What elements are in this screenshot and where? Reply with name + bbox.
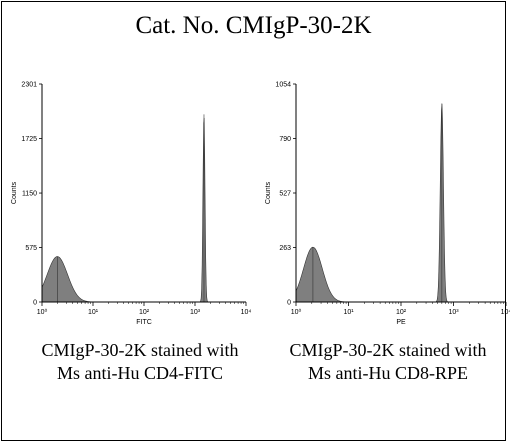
- fitc-ytick-label-2: 1150: [22, 191, 37, 198]
- fitc-xtick-label-4: 10⁴: [241, 309, 252, 316]
- fitc-xtick-label-1: 10¹: [88, 309, 99, 316]
- fitc-ytick-label-4: 2301: [21, 82, 37, 89]
- pe-ytick-label-3: 790: [279, 136, 291, 143]
- fitc-xtick-label-3: 10³: [190, 309, 201, 316]
- pe-xtick-label-4: 10⁴: [501, 309, 510, 316]
- pe-ytick-label-0: 0: [287, 300, 291, 307]
- pe-x-axis-label: PE: [396, 319, 406, 326]
- fitc-xtick-label-2: 10²: [139, 309, 150, 316]
- pe-xtick-label-2: 10²: [396, 309, 407, 316]
- figure-title: Cat. No. CMIgP-30-2K: [135, 12, 372, 39]
- caption-pe-line2: Ms anti-Hu CD8-RPE: [307, 363, 468, 383]
- fitc-y-axis-label: Counts: [11, 181, 18, 204]
- caption-fitc: CMIgP-30-2K stained with Ms anti-Hu CD4-…: [20, 339, 260, 385]
- caption-fitc-line2: Ms anti-Hu CD4-FITC: [57, 363, 223, 383]
- fitc-ytick-label-3: 1725: [21, 136, 37, 143]
- fitc-ytick-label-0: 0: [33, 300, 37, 307]
- fitc-ytick-label-1: 575: [25, 245, 37, 252]
- pe-histogram-area: [295, 103, 506, 303]
- caption-pe: CMIgP-30-2K stained with Ms anti-Hu CD8-…: [268, 339, 508, 385]
- pe-ytick-label-2: 527: [279, 191, 291, 198]
- pe-ytick-label-1: 263: [279, 245, 291, 252]
- pe-xtick-label-1: 10¹: [343, 309, 354, 316]
- caption-pe-line1: CMIgP-30-2K stained with: [289, 340, 487, 360]
- pe-ytick-label-4: 1054: [275, 82, 291, 89]
- pe-xtick-label-0: 10⁰: [291, 308, 302, 316]
- caption-fitc-line1: CMIgP-30-2K stained with: [41, 340, 239, 360]
- fitc-xtick-label-0: 10⁰: [37, 308, 48, 316]
- fitc-x-axis-label: FITC: [136, 319, 152, 326]
- pe-xtick-label-3: 10³: [448, 309, 459, 316]
- pe-y-axis-label: Counts: [265, 181, 272, 204]
